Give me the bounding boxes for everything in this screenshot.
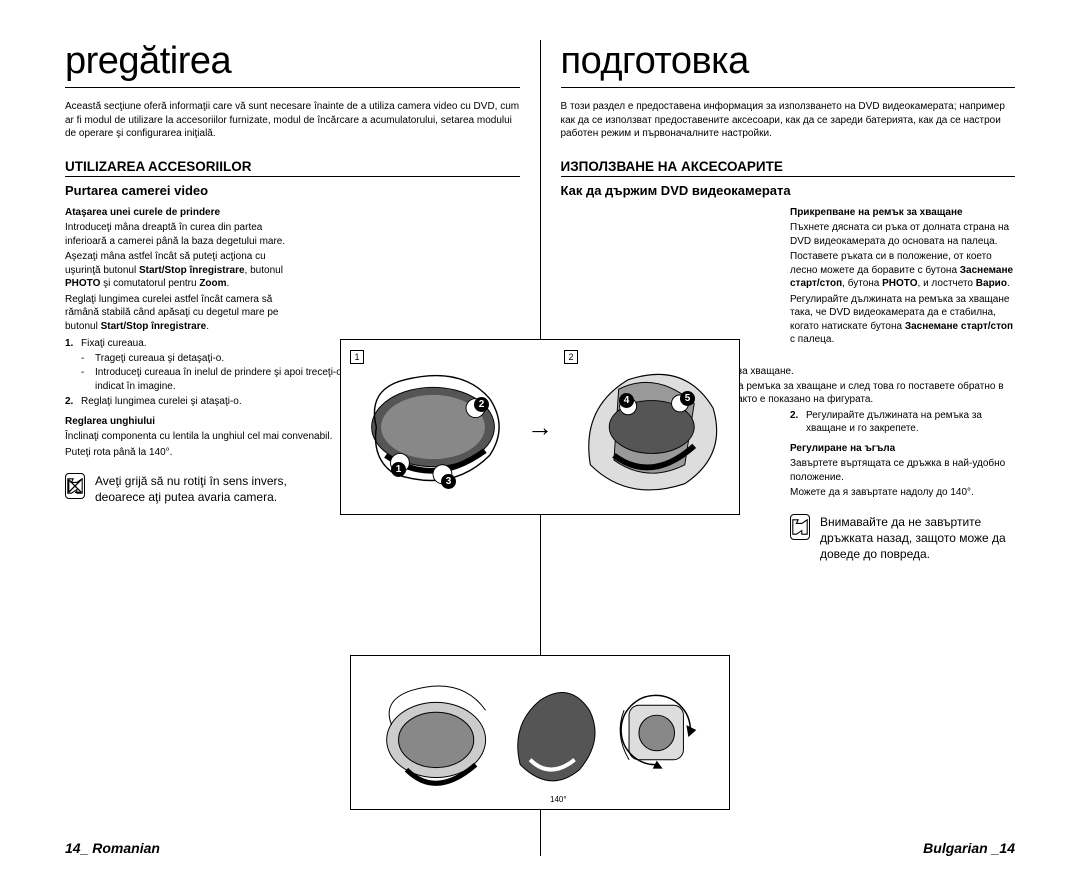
intro-right: В този раздел е предоставена информация … xyxy=(561,100,1016,141)
note-right: Внимавайте да не завъртите дръжката наза… xyxy=(790,514,1015,563)
strap-p2-left: Aşezaţi mâna astfel încât să puteţi acţi… xyxy=(65,250,290,291)
marker-icon: 4 xyxy=(619,393,634,408)
title-right: подготовка xyxy=(561,40,1016,88)
panel-number: 2 xyxy=(564,350,578,364)
note-icon xyxy=(65,473,85,499)
angle-heading-right: Регулиране на ъгъла xyxy=(790,442,1015,456)
strap-heading-right: Прикрепване на ремък за хващане xyxy=(790,206,1015,220)
sub-heading-right: Как да държим DVD видеокамерата xyxy=(561,183,1016,198)
list-right-2: 2. Регулирайте дължината на ремъка за хв… xyxy=(790,409,1015,436)
note-text-left: Aveţi grijă să nu rotiţi în sens invers,… xyxy=(95,473,325,505)
note-left: Aveţi grijă să nu rotiţi în sens invers,… xyxy=(65,473,325,505)
marker-icon: 3 xyxy=(441,474,456,489)
section-heading-right: ИЗПОЛЗВАНЕ НА АКСЕСОАРИТЕ xyxy=(561,159,1016,177)
list-item: 2. Регулирайте дължината на ремъка за хв… xyxy=(790,409,1015,436)
arrow-icon: → xyxy=(525,412,555,443)
footer-right: Bulgarian _14 xyxy=(923,840,1015,856)
figure-strap: 1 1 2 3 → 2 xyxy=(340,339,740,515)
illustration-panel-2: 2 4 5 xyxy=(561,347,733,507)
angle-p1-right: Завъртете въртящата се дръжка в най-удоб… xyxy=(790,457,1015,484)
strap-block-left: Ataşarea unei curele de prindere Introdu… xyxy=(65,206,290,334)
title-left: pregătirea xyxy=(65,40,520,88)
section-heading-left: UTILIZAREA ACCESORIILOR xyxy=(65,159,520,177)
strap-heading-left: Ataşarea unei curele de prindere xyxy=(65,206,290,220)
sub-heading-left: Purtarea camerei video xyxy=(65,183,520,198)
marker-icon: 1 xyxy=(391,462,406,477)
strap-p3-left: Reglaţi lungimea curelei astfel încât ca… xyxy=(65,293,290,334)
figure-angle: 140° xyxy=(350,655,730,810)
strap-p2-right: Поставете ръката си в положение, от коет… xyxy=(790,250,1015,291)
strap-block-right: Прикрепване на ремък за хващане Пъхнете … xyxy=(790,206,1015,347)
angle-p2-right: Можете да я завъртате надолу до 140°. xyxy=(790,486,1015,500)
angle-block-right: Регулиране на ъгъла Завъртете въртящата … xyxy=(790,442,1015,500)
strap-p3-right: Регулирайте дължината на ремъка за хваща… xyxy=(790,293,1015,347)
panel-number: 1 xyxy=(350,350,364,364)
angle-label-text: 140° xyxy=(550,795,567,804)
marker-icon: 2 xyxy=(474,397,489,412)
strap-p1-right: Пъхнете дясната си ръка от долната стран… xyxy=(790,221,1015,248)
marker-icon: 5 xyxy=(680,391,695,406)
footer-left: 14_ Romanian xyxy=(65,840,160,856)
intro-left: Această secţiune oferă informaţii care v… xyxy=(65,100,520,141)
note-text-right: Внимавайте да не завъртите дръжката наза… xyxy=(820,514,1015,563)
illustration-panel-1: 1 1 2 3 xyxy=(347,347,519,507)
note-icon xyxy=(790,514,810,540)
strap-p1-left: Introduceţi mâna dreaptă în curea din pa… xyxy=(65,221,290,248)
